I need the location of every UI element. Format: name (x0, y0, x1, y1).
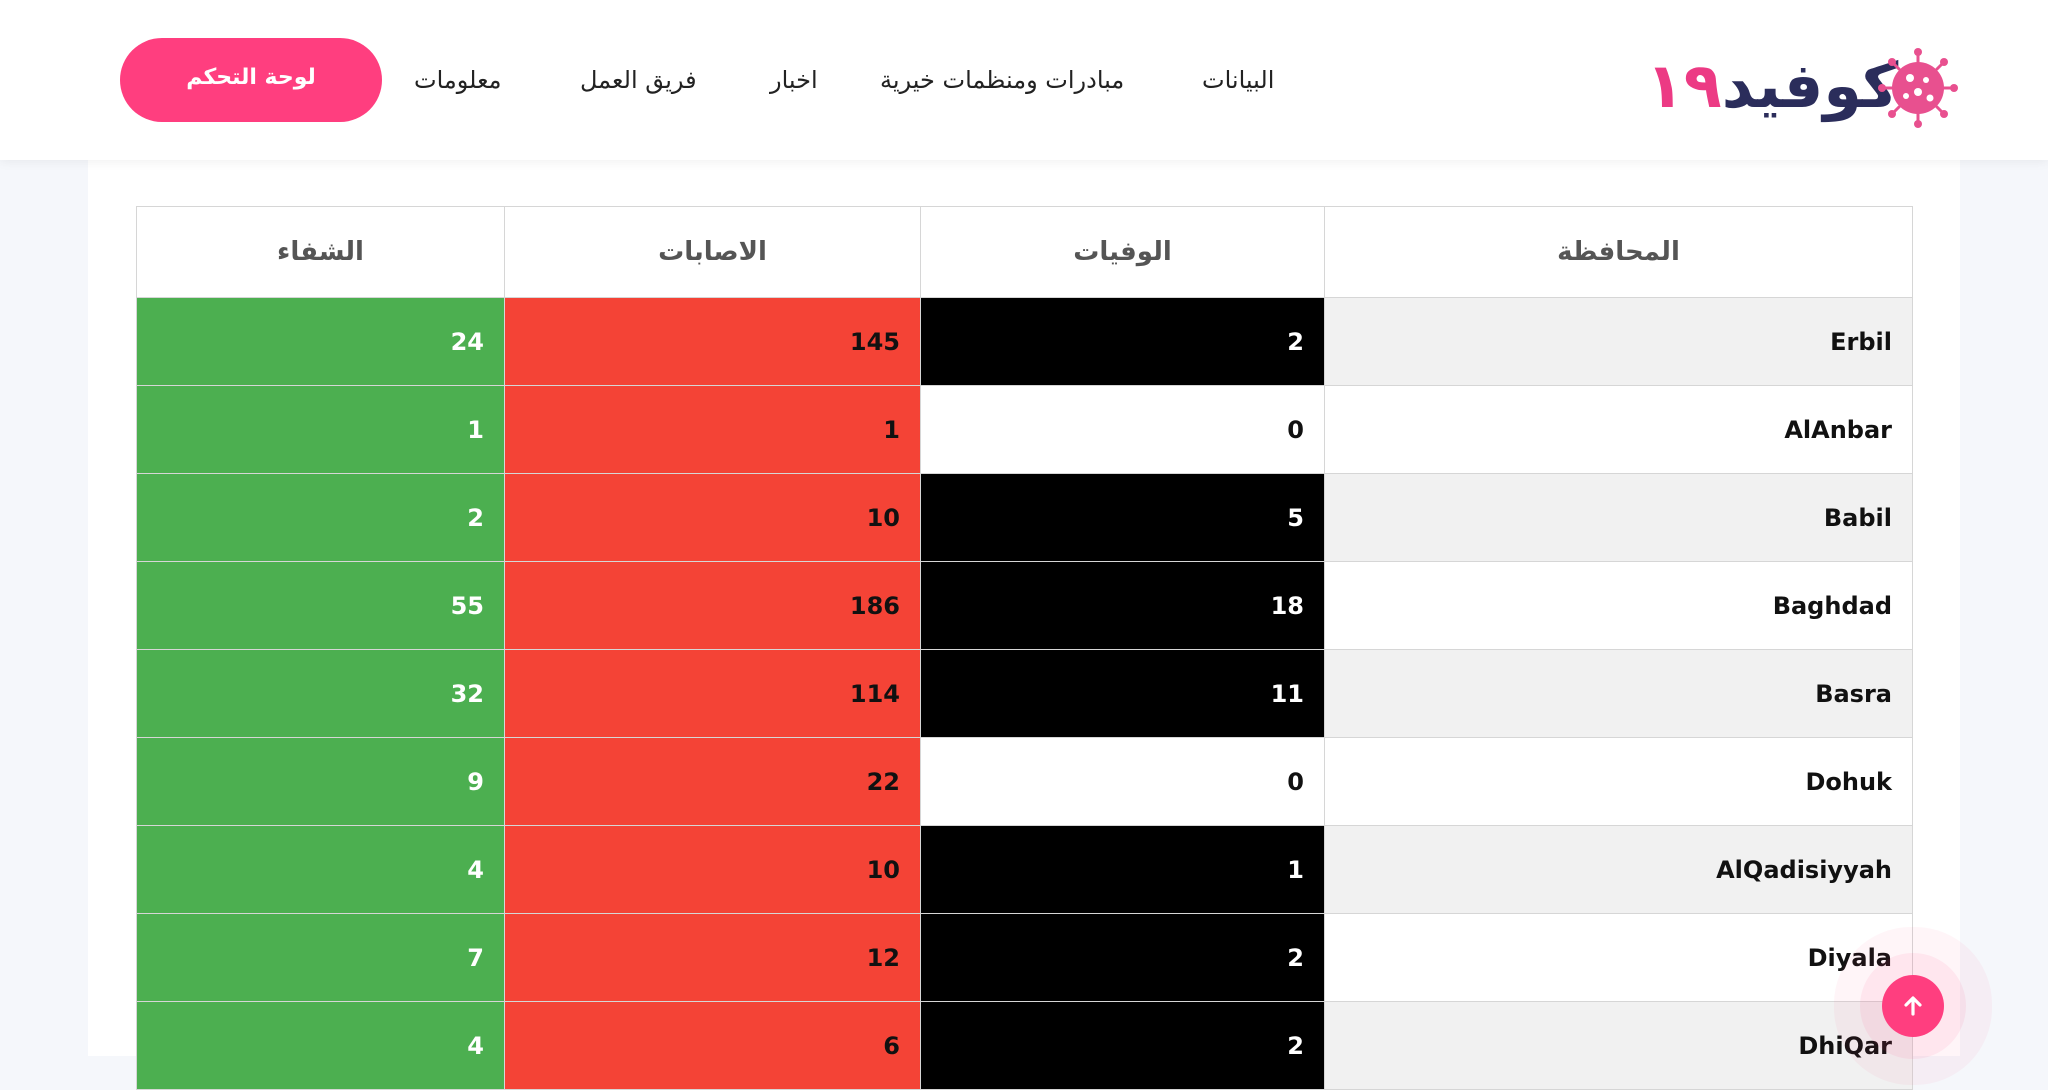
deaths-cell: 18 (920, 561, 1325, 650)
nav-info[interactable]: معلومات (414, 66, 502, 94)
table-row: Erbil 2 145 24 (136, 297, 1913, 386)
dashboard-button[interactable]: لوحة التحكم (120, 38, 382, 122)
header-province: المحافظة (1324, 206, 1913, 298)
recovered-cell: 55 (136, 561, 505, 650)
logo-word: كوفيد (1721, 49, 1899, 122)
table-row: AlQadisiyyah 1 10 4 (136, 825, 1913, 914)
cases-cell: 10 (504, 825, 921, 914)
header-cases: الاصابات (504, 206, 921, 298)
site-logo[interactable]: كوفيد١٩ (1630, 44, 1960, 128)
deaths-cell: 0 (920, 385, 1325, 474)
cases-cell: 6 (504, 1001, 921, 1090)
recovered-cell: 32 (136, 649, 505, 738)
cases-cell: 12 (504, 913, 921, 1002)
table-row: Basra 11 114 32 (136, 649, 1913, 738)
province-cell: Babil (1324, 473, 1913, 562)
header-recovered: الشفاء (136, 206, 505, 298)
province-cell: Baghdad (1324, 561, 1913, 650)
deaths-cell: 11 (920, 649, 1325, 738)
cases-cell: 186 (504, 561, 921, 650)
province-cell: DhiQar (1324, 1001, 1913, 1090)
header-deaths: الوفيات (920, 206, 1325, 298)
cases-cell: 1 (504, 385, 921, 474)
recovered-cell: 4 (136, 825, 505, 914)
cases-cell: 22 (504, 737, 921, 826)
province-cell: Basra (1324, 649, 1913, 738)
recovered-cell: 7 (136, 913, 505, 1002)
table-header-row: المحافظة الوفيات الاصابات الشفاء (136, 206, 1913, 298)
table-row: AlAnbar 0 1 1 (136, 385, 1913, 474)
recovered-cell: 1 (136, 385, 505, 474)
nav-news[interactable]: اخبار (770, 66, 818, 94)
deaths-cell: 0 (920, 737, 1325, 826)
recovered-cell: 4 (136, 1001, 505, 1090)
provinces-table: المحافظة الوفيات الاصابات الشفاء Erbil 2… (136, 206, 1913, 1090)
logo-text: كوفيد١٩ (1630, 44, 1898, 128)
deaths-cell: 5 (920, 473, 1325, 562)
nav-data[interactable]: البيانات (1202, 66, 1275, 94)
province-cell: Dohuk (1324, 737, 1913, 826)
cases-cell: 145 (504, 297, 921, 386)
arrow-up-icon (1904, 996, 1922, 1016)
recovered-cell: 9 (136, 737, 505, 826)
table-row: DhiQar 2 6 4 (136, 1001, 1913, 1090)
nav-team[interactable]: فريق العمل (580, 66, 697, 94)
logo-number: ١٩ (1646, 49, 1722, 122)
recovered-cell: 24 (136, 297, 505, 386)
nav-charities[interactable]: مبادرات ومنظمات خيرية (880, 66, 1125, 94)
province-cell: Diyala (1324, 913, 1913, 1002)
table-row: Babil 5 10 2 (136, 473, 1913, 562)
table-row: Dohuk 0 22 9 (136, 737, 1913, 826)
province-cell: Erbil (1324, 297, 1913, 386)
cases-cell: 10 (504, 473, 921, 562)
scroll-to-top-button[interactable] (1882, 975, 1944, 1037)
province-cell: AlAnbar (1324, 385, 1913, 474)
cases-cell: 114 (504, 649, 921, 738)
deaths-cell: 2 (920, 913, 1325, 1002)
deaths-cell: 2 (920, 297, 1325, 386)
deaths-cell: 1 (920, 825, 1325, 914)
table-row: Diyala 2 12 7 (136, 913, 1913, 1002)
province-cell: AlQadisiyyah (1324, 825, 1913, 914)
recovered-cell: 2 (136, 473, 505, 562)
deaths-cell: 2 (920, 1001, 1325, 1090)
top-navbar: كوفيد١٩ البيانات مبادرات ومنظ (0, 0, 2048, 160)
virus-icon (1878, 48, 1958, 128)
table-row: Baghdad 18 186 55 (136, 561, 1913, 650)
